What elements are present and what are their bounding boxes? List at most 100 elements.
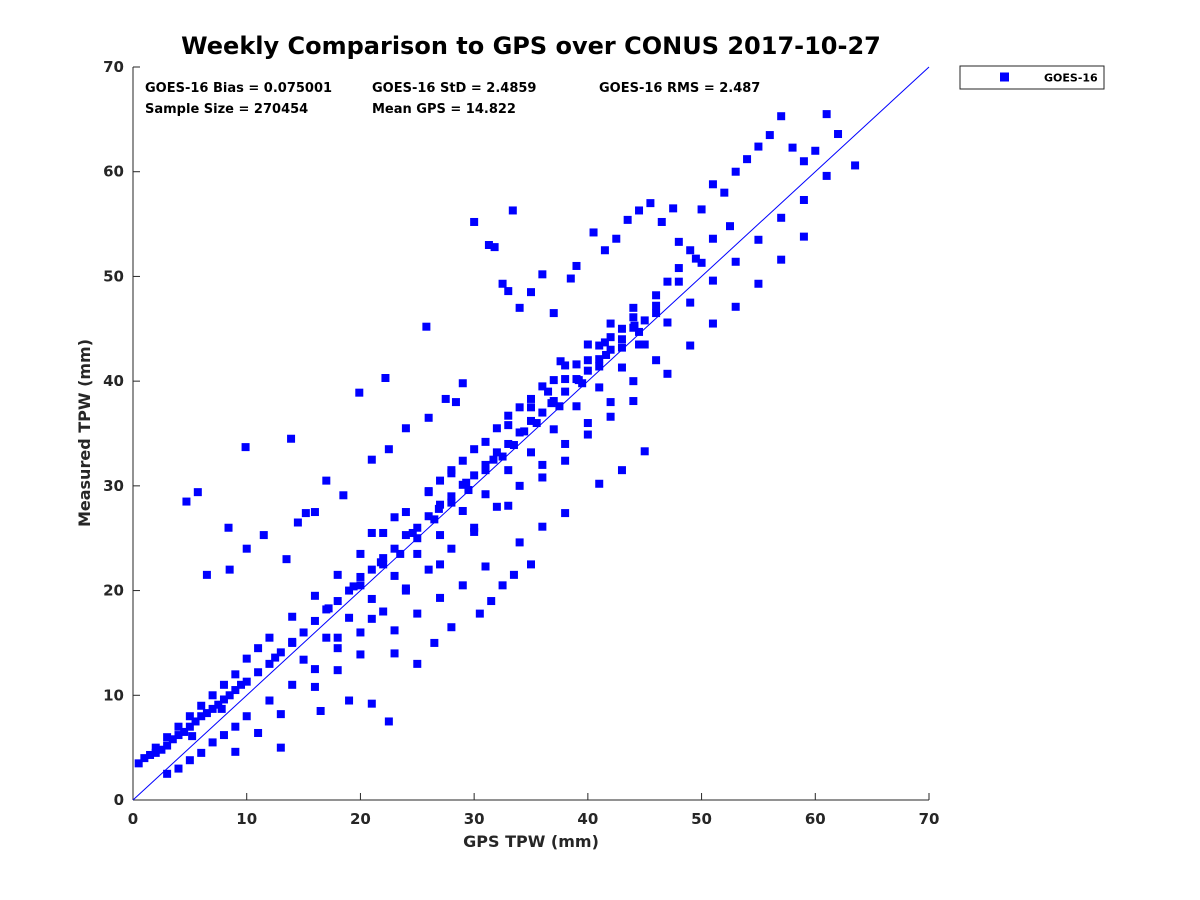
data-point — [140, 754, 149, 763]
data-point — [822, 110, 831, 119]
data-point — [408, 528, 417, 537]
data-point — [595, 355, 604, 364]
data-point — [208, 691, 217, 700]
one-to-one-line — [132, 66, 930, 801]
data-point — [441, 394, 450, 403]
data-point — [509, 570, 518, 579]
data-point — [492, 502, 501, 511]
data-point — [515, 481, 524, 490]
data-point — [489, 455, 498, 464]
data-point — [686, 341, 695, 350]
data-point — [754, 142, 763, 151]
data-point — [617, 343, 626, 352]
data-point — [299, 655, 308, 664]
data-point — [527, 560, 535, 569]
x-tick-label: 70 — [919, 810, 940, 828]
data-point — [691, 254, 700, 263]
data-point — [225, 565, 234, 574]
data-point — [788, 143, 797, 152]
data-point — [708, 319, 717, 328]
data-point — [799, 157, 808, 166]
data-point — [384, 717, 393, 726]
data-point — [185, 712, 194, 721]
data-point — [481, 466, 490, 475]
data-point — [538, 408, 547, 417]
data-point — [635, 340, 644, 349]
data-point — [743, 155, 752, 164]
data-point — [254, 644, 263, 653]
data-point — [182, 497, 191, 506]
data-point — [333, 570, 342, 579]
data-point — [174, 764, 183, 773]
data-point — [635, 206, 644, 215]
data-point — [458, 379, 467, 388]
data-point — [208, 738, 217, 747]
data-point — [470, 471, 479, 480]
data-point — [293, 518, 302, 527]
data-point — [606, 398, 615, 407]
data-point — [652, 291, 661, 300]
data-point — [276, 743, 285, 752]
data-point — [163, 769, 172, 778]
data-point — [600, 338, 609, 347]
data-point — [538, 270, 547, 279]
data-point — [811, 146, 820, 155]
data-point — [498, 279, 507, 288]
data-point — [470, 527, 479, 536]
data-point — [197, 712, 206, 721]
data-point — [134, 759, 143, 768]
data-point — [202, 709, 211, 718]
x-tick-label: 50 — [691, 810, 712, 828]
y-tick-label: 60 — [103, 163, 124, 181]
data-point — [498, 452, 507, 461]
data-point — [163, 741, 172, 750]
data-point — [640, 316, 649, 325]
data-point — [333, 666, 342, 675]
data-point — [606, 319, 615, 328]
data-point — [799, 232, 808, 241]
data-point — [180, 727, 189, 736]
data-point — [481, 562, 490, 571]
data-point — [606, 345, 615, 354]
data-point — [600, 246, 609, 255]
data-point — [504, 287, 513, 296]
data-point — [430, 515, 439, 524]
data-point — [349, 582, 358, 591]
data-point — [851, 161, 860, 170]
data-point — [381, 374, 390, 383]
data-point — [379, 528, 388, 537]
data-point — [345, 613, 354, 622]
data-point — [214, 700, 223, 709]
data-point — [583, 430, 592, 439]
data-point — [484, 241, 493, 250]
y-tick-label: 0 — [114, 791, 124, 809]
data-point — [316, 706, 325, 715]
data-point — [822, 171, 831, 180]
data-point — [237, 680, 246, 689]
data-point — [544, 387, 553, 396]
data-point — [481, 490, 490, 499]
data-point — [401, 508, 410, 517]
data-point — [422, 322, 431, 331]
data-point — [487, 597, 496, 606]
data-point — [640, 447, 649, 456]
y-tick-label: 20 — [103, 582, 124, 600]
data-point — [185, 722, 194, 731]
data-point — [538, 522, 547, 531]
data-point — [447, 492, 456, 501]
data-point — [799, 195, 808, 204]
mean-gps-annotation: Mean GPS = 14.822 — [372, 102, 516, 117]
data-point — [549, 425, 558, 434]
data-point — [617, 335, 626, 344]
data-point — [561, 456, 570, 465]
data-point — [390, 626, 399, 635]
data-point — [219, 695, 228, 704]
data-point — [527, 394, 535, 403]
data-point — [612, 234, 621, 243]
y-tick-label: 70 — [103, 58, 124, 76]
data-point — [241, 443, 250, 452]
data-point — [583, 366, 592, 375]
data-point — [339, 491, 348, 500]
